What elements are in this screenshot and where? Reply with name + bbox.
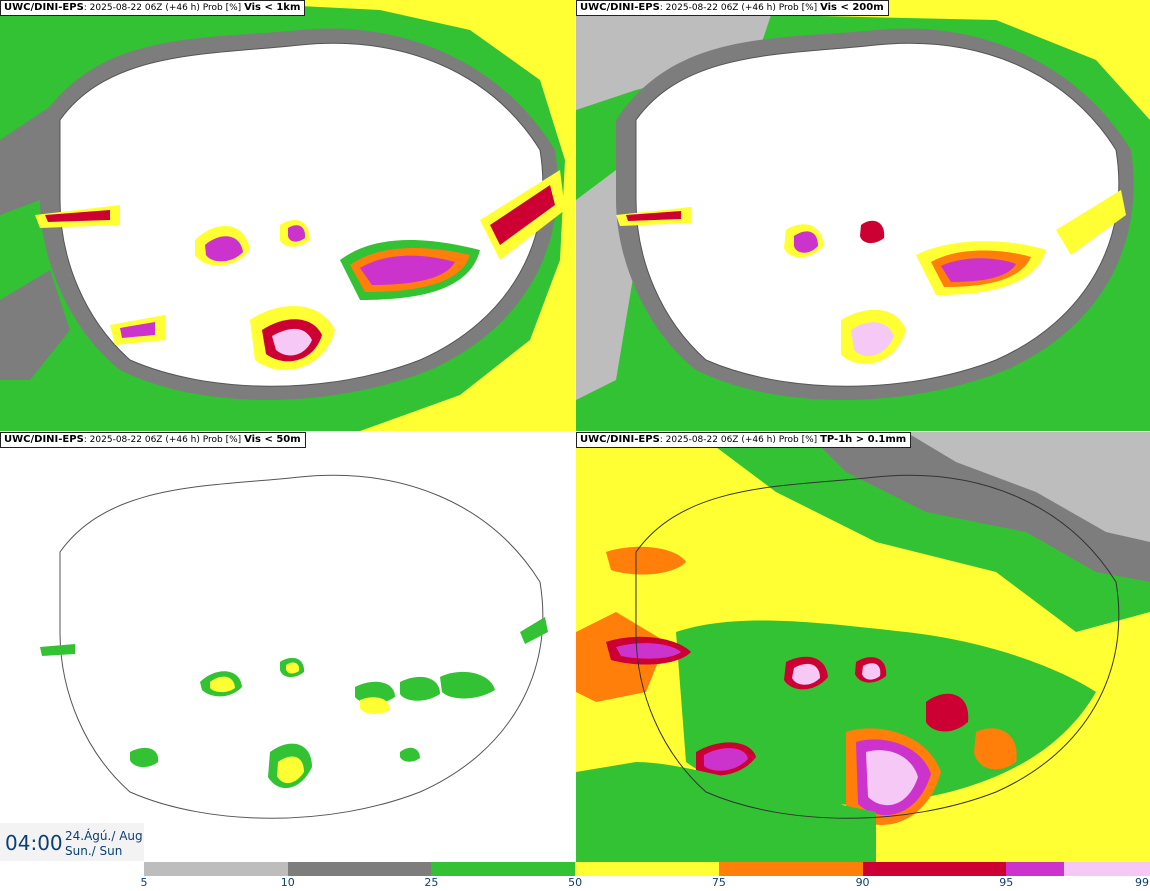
legend-tick-label: 75 (711, 876, 726, 889)
legend-swatch (287, 862, 432, 876)
probability-map-vis-50m (0, 432, 575, 862)
legend-tick-label: 50 (568, 876, 583, 889)
valid-time: 04:00 (5, 831, 63, 855)
panel-title-3: UWC/DINI-EPS: 2025-08-22 06Z (+46 h) Pro… (0, 432, 306, 448)
map-panel-vis-200m: UWC/DINI-EPS: 2025-08-22 06Z (+46 h) Pro… (576, 0, 1150, 431)
valid-date: 24.Ágú./ Aug (65, 829, 143, 843)
map-panel-vis-1km: UWC/DINI-EPS: 2025-08-22 06Z (+46 h) Pro… (0, 0, 575, 431)
legend-swatch (862, 862, 1007, 876)
legend-swatch (1006, 862, 1064, 876)
panel-run: 2025-08-22 06Z (+46 h) Prob [%] (89, 3, 242, 13)
legend-tick-label: 95 (999, 876, 1014, 889)
panel-source: UWC/DINI-EPS (4, 434, 84, 445)
valid-day: Sun./ Sun (65, 844, 123, 858)
panel-run: 2025-08-22 06Z (+46 h) Prob [%] (665, 3, 818, 13)
legend-tick-label: 5 (140, 876, 148, 889)
legend-tick-label: 99 (1135, 876, 1149, 889)
panel-run: 2025-08-22 06Z (+46 h) Prob [%] (665, 435, 818, 445)
panel-variable: Vis < 1km (244, 2, 301, 13)
panel-title-2: UWC/DINI-EPS: 2025-08-22 06Z (+46 h) Pro… (576, 0, 889, 16)
panel-source: UWC/DINI-EPS (580, 434, 660, 445)
panel-source: UWC/DINI-EPS (580, 2, 660, 13)
probability-map-tp-1h (576, 432, 1150, 862)
panel-divider (575, 0, 576, 862)
legend-swatch (718, 862, 863, 876)
legend-swatch (144, 862, 288, 876)
panel-source: UWC/DINI-EPS (4, 2, 84, 13)
legend-tick-label: 10 (280, 876, 295, 889)
panel-run: 2025-08-22 06Z (+46 h) Prob [%] (89, 435, 242, 445)
legend-swatch (1063, 862, 1150, 876)
probability-map-vis-200m (576, 0, 1150, 431)
valid-time-box: 04:00 24.Ágú./ Aug Sun./ Sun (0, 823, 144, 861)
legend-tick-label: 25 (424, 876, 439, 889)
legend-swatch (431, 862, 576, 876)
panel-title-1: UWC/DINI-EPS: 2025-08-22 06Z (+46 h) Pro… (0, 0, 306, 16)
panel-variable: TP-1h > 0.1mm (820, 434, 907, 445)
map-panel-vis-50m: UWC/DINI-EPS: 2025-08-22 06Z (+46 h) Pro… (0, 432, 575, 862)
panel-title-4: UWC/DINI-EPS: 2025-08-22 06Z (+46 h) Pro… (576, 432, 912, 448)
legend-tick-label: 90 (855, 876, 870, 889)
legend-swatch (575, 862, 719, 876)
panel-variable: Vis < 200m (820, 2, 884, 13)
probability-map-vis-1km (0, 0, 575, 431)
map-panel-tp-1h: UWC/DINI-EPS: 2025-08-22 06Z (+46 h) Pro… (576, 432, 1150, 862)
probability-color-legend (144, 862, 1150, 876)
panel-variable: Vis < 50m (244, 434, 301, 445)
